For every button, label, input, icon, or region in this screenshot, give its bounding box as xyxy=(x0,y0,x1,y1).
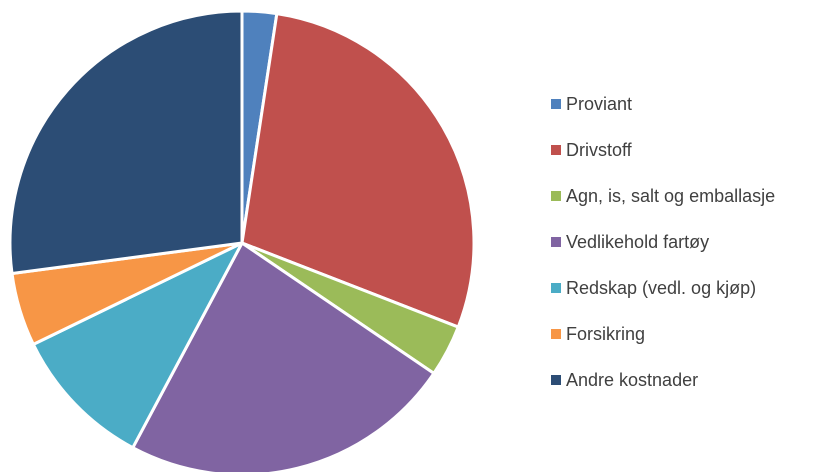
legend-swatch xyxy=(551,145,561,155)
legend-swatch xyxy=(551,237,561,247)
legend-label: Andre kostnader xyxy=(566,370,698,390)
legend-label: Proviant xyxy=(566,94,632,114)
legend-swatch xyxy=(551,329,561,339)
legend-label: Forsikring xyxy=(566,324,645,344)
legend-label: Agn, is, salt og emballasje xyxy=(566,186,775,206)
pie-slice xyxy=(131,241,436,472)
legend-swatch xyxy=(551,191,561,201)
legend-label: Redskap (vedl. og kjøp) xyxy=(566,278,756,298)
pie-slice xyxy=(8,9,244,276)
legend-label: Vedlikehold fartøy xyxy=(566,232,709,252)
legend-label: Drivstoff xyxy=(566,140,633,160)
pie-slice xyxy=(240,12,476,329)
legend-swatch xyxy=(551,99,561,109)
legend-swatch xyxy=(551,375,561,385)
pie-slice xyxy=(31,241,244,450)
legend-swatch xyxy=(551,283,561,293)
